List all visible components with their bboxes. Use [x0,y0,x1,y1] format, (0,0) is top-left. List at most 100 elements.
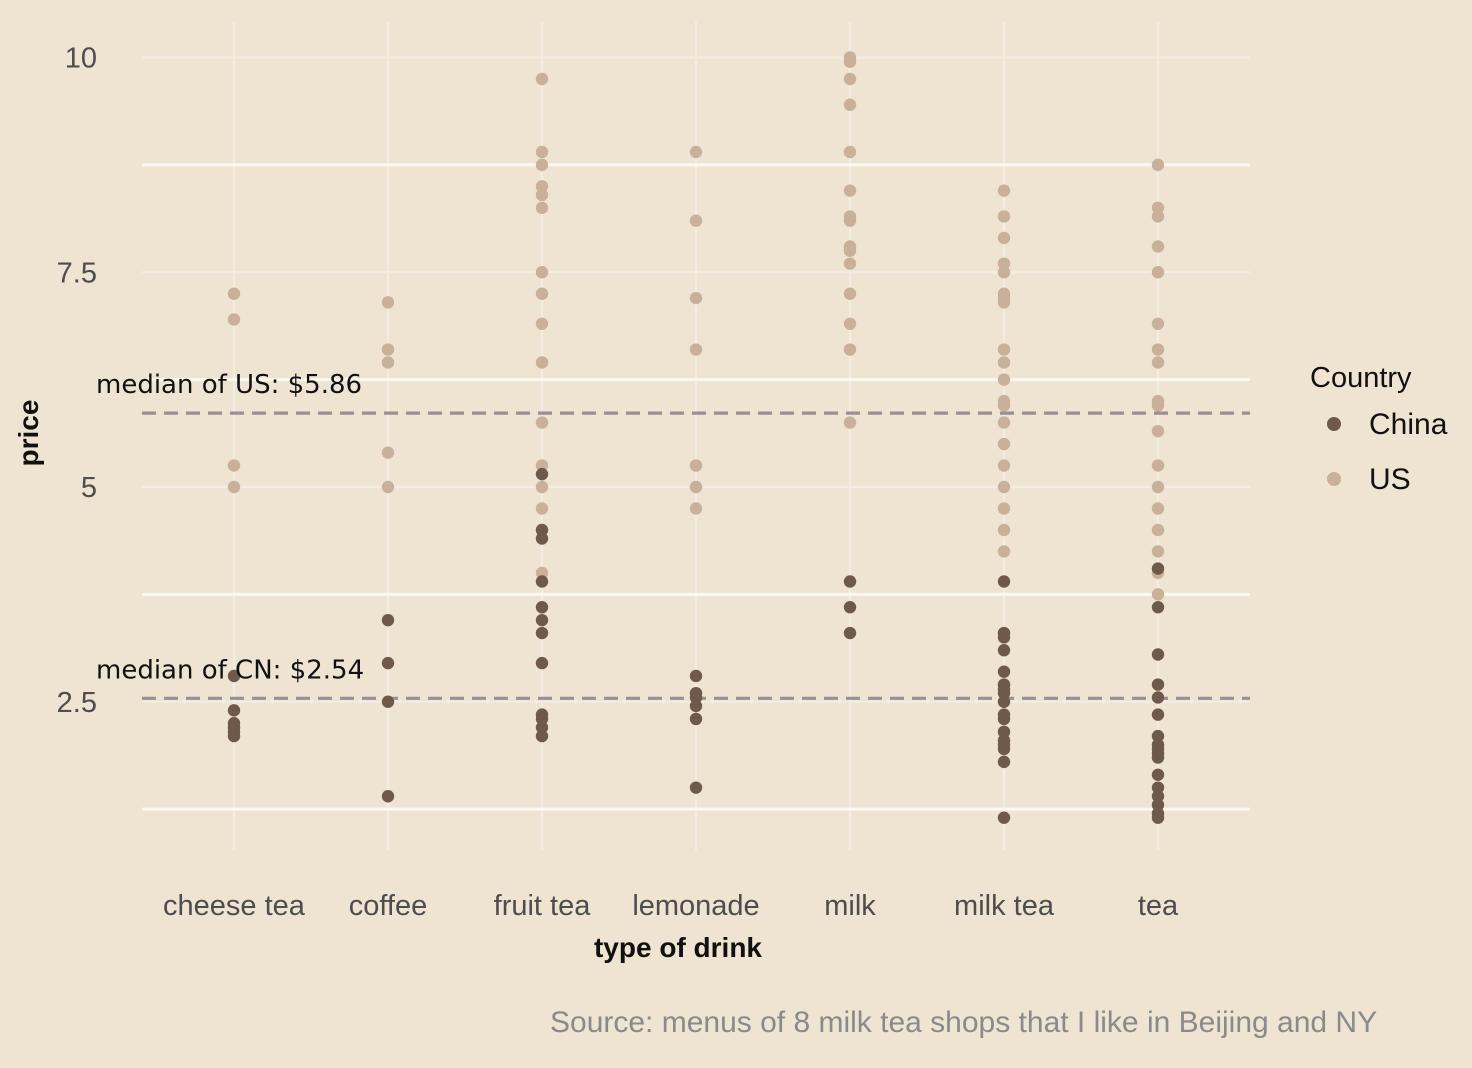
data-point-us [1151,158,1165,172]
data-point-china [381,656,395,670]
median-annotation: median of CN: $2.54 [96,655,364,685]
data-point-us [997,210,1011,223]
data-point-us [227,313,241,326]
data-point-us [227,287,241,300]
y-tick-label: 5 [81,472,97,504]
data-point-china [227,729,241,743]
data-point-us [689,502,703,515]
x-tick-label: milk [824,890,876,922]
data-point-us [997,266,1011,279]
data-point-china [997,631,1011,644]
data-point-us [1151,266,1165,279]
data-point-us [997,257,1011,270]
x-tick-label: cheese tea [163,890,306,922]
data-point-china [997,742,1011,756]
data-point-us [535,502,549,515]
data-point-china [1151,768,1165,781]
data-point-us [535,145,549,159]
data-point-china [535,613,549,627]
data-point-china [535,626,549,640]
data-point-us [1151,480,1165,494]
data-point-us [997,480,1011,494]
data-point-china [381,613,395,627]
data-point-china [843,575,857,588]
data-point-us [535,317,549,330]
data-point-us [1151,459,1165,472]
data-point-us [1151,356,1165,369]
data-point-china [381,790,395,803]
data-point-us [381,446,395,459]
data-point-us [997,373,1011,386]
data-point-us [535,266,549,279]
data-point-china [1151,751,1165,764]
data-point-us [843,257,857,270]
data-point-us [535,180,549,193]
grid-layer [142,22,1250,850]
annotations: median of US: $5.86 median of CN: $2.54 [96,370,364,685]
data-point-us [689,145,703,159]
data-point-china [997,575,1011,588]
data-point-china [1151,729,1165,743]
data-point-us [843,287,857,300]
data-point-us [689,291,703,305]
data-point-china [535,721,549,734]
data-point-us [689,459,703,472]
data-point-us [997,459,1011,472]
data-point-us [535,72,549,86]
legend-title: Country [1310,362,1412,394]
data-point-china [1151,691,1165,704]
legend-key-us [1327,472,1341,486]
y-axis-title: price [13,400,44,467]
data-point-china [535,729,549,743]
data-point-china [997,644,1011,657]
data-point-china [1151,781,1165,794]
data-point-us [535,287,549,300]
data-point-us [997,231,1011,245]
data-point-us [997,296,1011,309]
data-point-china [689,699,703,713]
x-tick-label: lemonade [632,890,759,922]
data-point-us [1151,399,1165,412]
data-point-us [997,184,1011,197]
data-point-us [535,188,549,202]
x-axis-title: type of drink [594,932,762,963]
data-points [227,51,1165,824]
data-point-us [381,343,395,356]
data-point-china [535,656,549,670]
y-tick-label: 2.5 [57,687,97,719]
data-point-china [843,626,857,640]
x-tick-label: tea [1138,890,1179,922]
x-tick-label: fruit tea [494,890,592,922]
data-point-china [227,669,241,683]
median-annotation: median of US: $5.86 [96,370,362,400]
data-point-us [997,523,1011,537]
data-point-us [997,356,1011,369]
data-point-us [1151,210,1165,223]
legend-entries: China US [1327,408,1448,496]
data-point-china [535,523,549,537]
data-point-us [535,459,549,472]
data-point-us [689,214,703,227]
data-point-china [1151,648,1165,661]
data-point-china [1151,708,1165,721]
data-point-us [1151,523,1165,537]
legend: Country China US [1310,362,1448,496]
data-point-china [997,712,1011,726]
y-axis-ticks: 2.5 5 7.5 10 [57,43,97,719]
data-point-china [997,665,1011,678]
data-point-china [689,712,703,726]
data-point-us [381,296,395,309]
data-point-china [689,669,703,683]
data-point-us [1151,545,1165,558]
x-tick-label: coffee [349,890,427,922]
data-point-china [997,811,1011,824]
data-point-us [843,317,857,330]
data-point-china [1151,811,1165,824]
data-point-china [1151,678,1165,691]
data-point-us [535,480,549,494]
data-point-us [1151,201,1165,215]
data-point-china [1151,562,1165,575]
data-point-us [689,480,703,494]
